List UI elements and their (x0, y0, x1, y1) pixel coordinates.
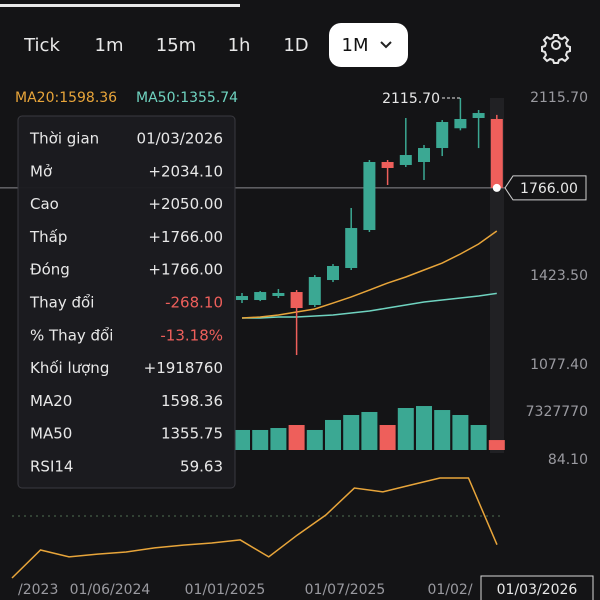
volume-bar (234, 429, 250, 450)
rsi-tick-label: 84.10 (548, 452, 588, 468)
timeframe-tab[interactable]: 15m (156, 35, 196, 56)
candle-body (345, 228, 358, 269)
candle-body (290, 292, 303, 309)
candle-body (454, 119, 467, 129)
timeframe-tab[interactable]: 1M (342, 35, 369, 56)
volume-bar (397, 407, 414, 450)
volume-bar (306, 429, 323, 450)
candle-body (436, 121, 449, 149)
volume-bar (325, 419, 341, 450)
current-date-box (480, 575, 594, 600)
ma20-line (241, 230, 498, 319)
candle-body (381, 162, 394, 168)
tooltip-label: Thấp (29, 228, 67, 246)
ma50-line (242, 292, 497, 319)
tooltip-label: Khối lượng (30, 359, 109, 377)
crosshair-dot (492, 183, 501, 192)
settings-icon[interactable] (541, 34, 571, 64)
candle-body (236, 296, 248, 301)
volume-bar (361, 411, 378, 450)
tooltip-value: -13.18% (160, 326, 223, 344)
tooltip-value: +1918760 (144, 359, 223, 377)
high-marker-label: 2115.70 (382, 91, 440, 107)
tooltip-label: Thay đổi (29, 294, 94, 312)
x-axis-label: 01/01/2025 (185, 582, 266, 598)
volume-bar (452, 414, 469, 450)
rsi-line (11, 477, 498, 579)
volume-bar (416, 406, 432, 450)
candle-body (327, 265, 339, 281)
tooltip-label: MA20 (30, 392, 72, 410)
x-axis-label: 01/07/2025 (305, 582, 386, 598)
tooltip-label: % Thay đổi (30, 326, 113, 344)
tooltip-label: Mở (30, 162, 53, 180)
price-tick-label: 2115.70 (530, 90, 588, 106)
candle-body (418, 148, 430, 163)
timeframe-tab[interactable]: 1h (228, 35, 251, 56)
volume-bar (470, 425, 487, 450)
tooltip-value: +1766.00 (148, 261, 223, 279)
tooltip-value: -268.10 (165, 294, 223, 312)
ma50-legend: MA50:1355.74 (136, 90, 238, 106)
active-tab-pill[interactable] (329, 23, 408, 67)
tooltip-label: Cao (30, 195, 59, 213)
tooltip-label: Thời gian (29, 130, 99, 148)
tooltip-panel (17, 115, 236, 489)
candle-body (363, 162, 376, 230)
tooltip-value: 01/03/2026 (137, 130, 223, 148)
current-price-box (504, 175, 587, 201)
tooltip-label: Đóng (30, 261, 70, 279)
x-axis-label: /2023 (18, 582, 58, 598)
volume-bar (270, 428, 287, 450)
tooltip-value: 1355.75 (161, 425, 223, 443)
volume-bar (288, 425, 305, 450)
progress-bar (0, 4, 240, 7)
candle-body (308, 277, 321, 306)
tab-chevron[interactable] (380, 41, 392, 49)
candle-body (399, 155, 412, 165)
current-date-label: 01/03/2026 (497, 582, 578, 598)
volume-bar (379, 425, 396, 450)
volume-bar (343, 414, 360, 450)
price-tick-label: 1077.40 (530, 357, 588, 373)
candle-body (254, 292, 267, 301)
volume-tick-label: 7327770 (526, 404, 588, 420)
current-price-label: 1766.00 (520, 181, 578, 197)
candle-body (490, 118, 503, 188)
tooltip-value: +2050.00 (148, 195, 223, 213)
tooltip-value: +2034.10 (148, 162, 223, 180)
volume-bar (488, 440, 505, 450)
tooltip-label: MA50 (30, 425, 72, 443)
x-axis-label: 01/06/2024 (70, 582, 151, 598)
timeframe-tab[interactable]: 1m (95, 35, 124, 56)
timeframe-tab[interactable]: 1D (283, 35, 308, 56)
candle-body (272, 292, 285, 297)
ma20-legend: MA20:1598.36 (15, 90, 117, 106)
tooltip-value: 59.63 (180, 458, 223, 476)
candle-body (472, 113, 485, 119)
volume-bar (434, 410, 451, 450)
tooltip-label: RSI14 (30, 458, 73, 476)
x-axis-label: 01/02/ (427, 582, 472, 598)
price-tick-label: 1423.50 (530, 268, 588, 284)
tooltip-value: 1598.36 (161, 392, 223, 410)
tooltip-value: +1766.00 (148, 228, 223, 246)
volume-bar (252, 429, 269, 450)
timeframe-tab[interactable]: Tick (23, 35, 60, 56)
